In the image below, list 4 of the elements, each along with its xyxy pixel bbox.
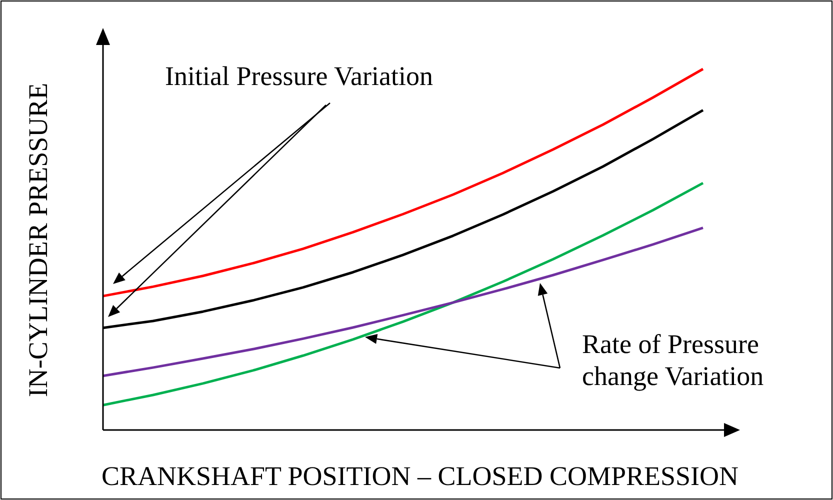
- annotation: Rate of Pressure change Variation: [582, 329, 764, 391]
- y-axis-title: IN-CYLINDER PRESSURE: [23, 82, 53, 398]
- annotation: Initial Pressure Variation: [165, 61, 434, 91]
- x-axis-title: CRANKSHAFT POSITION – CLOSED COMPRESSION: [101, 461, 739, 491]
